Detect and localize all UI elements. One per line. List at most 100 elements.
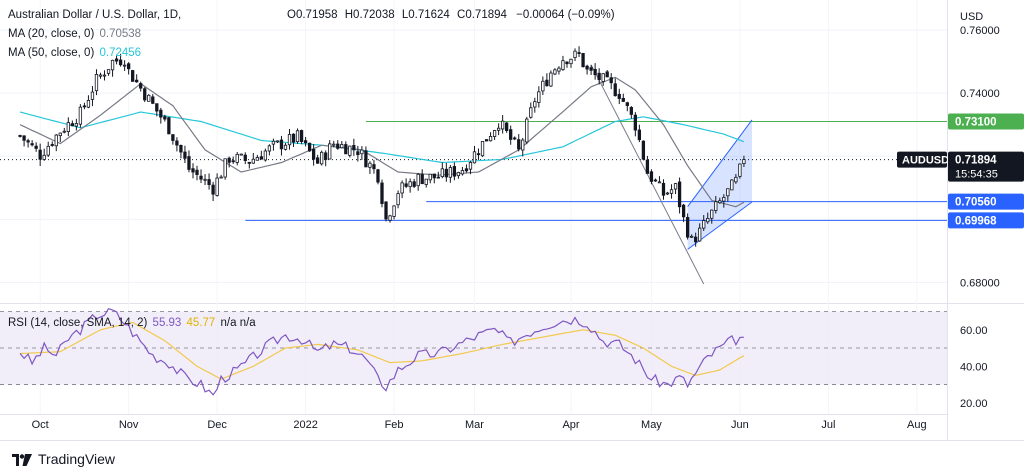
candle-down (279, 139, 284, 150)
candle-down (151, 96, 155, 104)
time-tick-label: Oct (32, 419, 49, 431)
candle-down (484, 139, 489, 142)
ma50-legend[interactable]: MA (50, close, 0) 0.72456 (8, 47, 141, 59)
candle-up (533, 101, 537, 108)
rsi-series[interactable] (19, 307, 745, 396)
candle-down (677, 181, 682, 208)
candle-up (58, 132, 62, 137)
level-price-tag-text: 0.70560 (955, 197, 997, 209)
candle-up (251, 158, 255, 164)
candle-up (122, 64, 127, 67)
candle-up (698, 227, 702, 242)
candle-up (368, 162, 372, 168)
candle-up (496, 127, 501, 131)
candle-down (82, 105, 87, 108)
candle-up (42, 154, 46, 160)
candle-down (114, 58, 119, 62)
price-tick-label: 0.68000 (960, 277, 1000, 289)
candle-up (223, 158, 227, 178)
candle-down (167, 117, 171, 135)
price-tick-label: 0.76000 (960, 25, 1000, 37)
candle-up (295, 130, 300, 143)
tradingview-branding[interactable]: TradingView (12, 448, 115, 470)
candle-down (18, 135, 22, 137)
bar-countdown: 15:54:35 (955, 169, 998, 181)
candle-up (472, 151, 477, 164)
candle-down (207, 179, 211, 186)
candle-down (316, 157, 320, 164)
candle-down (336, 143, 340, 149)
rsi-sma-line (20, 321, 745, 380)
candle-up (348, 145, 352, 156)
candle-down (372, 164, 376, 170)
time-tick-label: Mar (465, 419, 484, 431)
level-price-tag-text: 0.73100 (955, 117, 997, 129)
candle-up (561, 60, 565, 71)
level-price-tag-text: 0.69968 (955, 215, 997, 227)
candle-up (665, 192, 670, 195)
candle-down (34, 145, 38, 149)
candle-up (557, 67, 561, 72)
candle-up (424, 178, 428, 185)
candle-up (110, 59, 115, 71)
candle-down (404, 183, 408, 187)
candle-down (126, 63, 131, 70)
level-price-tag (948, 193, 1024, 210)
candle-up (62, 130, 66, 133)
rsi-legend[interactable]: RSI (14, close, SMA, 14, 2) 55.93 45.77 … (8, 317, 256, 329)
candle-down (22, 135, 26, 141)
candlestick-series[interactable] (18, 46, 746, 247)
candle-down (436, 176, 440, 179)
candle-up (283, 144, 288, 150)
candle-down (505, 122, 509, 132)
candle-down (303, 140, 308, 144)
tradingview-logo-icon (12, 453, 32, 466)
candle-down (589, 67, 593, 71)
candle-up (738, 163, 742, 177)
price-tags: 0.73100 0.70560 0.69968 AUDUSD 0.71894 15:54:… (897, 113, 1024, 229)
candle-up (102, 74, 107, 77)
candle-down (645, 159, 650, 174)
candle-up (332, 143, 336, 146)
symbol-tag-text: AUDUSD (902, 155, 949, 167)
candle-down (259, 156, 263, 160)
candle-up (690, 235, 694, 238)
candle-down (681, 204, 686, 218)
candle-down (605, 71, 609, 78)
time-tick-label: Aug (907, 419, 927, 431)
candle-down (195, 169, 199, 175)
candle-up (147, 94, 151, 102)
last-price-tag (948, 151, 1024, 182)
candle-down (143, 88, 147, 101)
candle-down (247, 161, 251, 164)
candle-up (360, 149, 364, 155)
candle-down (653, 179, 658, 182)
horizontal-levels[interactable] (0, 121, 947, 221)
candle-up (392, 205, 396, 217)
candle-up (340, 144, 344, 149)
candle-up (215, 177, 219, 196)
candle-down (26, 140, 30, 143)
time-axis[interactable]: Oct Nov Dec 2022 Feb Mar Apr May Jun Jul Aug (32, 419, 927, 431)
candle-up (702, 220, 706, 229)
symbol-title: Australian Dollar / U.S. Dollar, 1D, (8, 9, 181, 21)
candle-up (468, 162, 473, 170)
candle-down (633, 114, 637, 131)
level-price-tag (948, 113, 1024, 130)
candle-up (400, 182, 404, 194)
candle-up (98, 74, 103, 77)
candle-down (179, 144, 183, 153)
candle-up (569, 58, 573, 65)
candle-up (456, 171, 461, 177)
candle-down (617, 93, 621, 99)
time-tick-label: Nov (119, 419, 139, 431)
candle-down (243, 154, 247, 161)
candle-up (722, 197, 726, 202)
candle-up (734, 176, 738, 183)
candle-up (106, 69, 111, 74)
time-tick-label: 2022 (293, 419, 317, 431)
rsi-value: 55.93 (153, 317, 182, 329)
ma20-legend[interactable]: MA (20, close, 0) 0.70538 (8, 28, 141, 40)
candle-up (275, 140, 280, 143)
